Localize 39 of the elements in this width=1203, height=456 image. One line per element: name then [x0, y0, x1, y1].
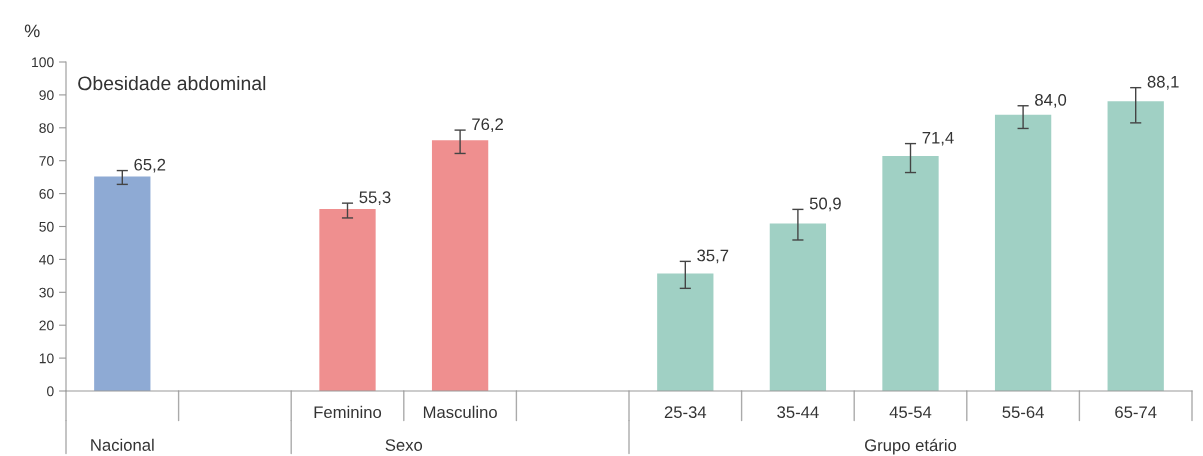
bar: [431, 140, 489, 391]
bar: [1107, 101, 1164, 391]
y-tick-label: 50: [39, 221, 54, 232]
data-label: 76,2: [472, 118, 503, 133]
x-tick-label: Masculino: [423, 405, 497, 419]
x-tick-label: 65-74: [1115, 406, 1157, 419]
y-tick-label: 90: [39, 90, 54, 101]
y-tick-label: 0: [47, 386, 54, 397]
data-label: 35,7: [697, 249, 729, 264]
bar: [319, 209, 376, 391]
x-tick-label: Feminino: [314, 405, 382, 419]
bar: [994, 114, 1052, 391]
bar: [657, 273, 714, 391]
y-axis-title: %: [24, 24, 40, 38]
bar: [882, 156, 939, 391]
text: Sexo: [385, 439, 423, 451]
data-label: 65,2: [134, 158, 166, 173]
data-label: 55,3: [359, 191, 391, 206]
bar: [769, 223, 827, 391]
y-tick-label: 70: [39, 156, 54, 166]
y-tick-label: 60: [39, 188, 54, 199]
text: Grupo etário: [865, 438, 957, 455]
y-tick-label: 100: [32, 57, 54, 68]
text: Obesidade abdominal: [78, 75, 266, 91]
x-tick-label: 55-64: [1002, 406, 1044, 419]
x-tick-label: 35-44: [777, 406, 819, 419]
x-tick-label: 45-54: [889, 406, 932, 419]
y-tick-label: 30: [39, 287, 54, 298]
bar: [94, 176, 151, 391]
data-label: 84,0: [1035, 93, 1067, 108]
data-label: 88,1: [1147, 75, 1179, 90]
y-tick-label: 10: [39, 353, 54, 364]
text: Nacional: [91, 438, 154, 451]
y-tick-label: 80: [39, 123, 54, 133]
data-label: 71,4: [922, 131, 954, 146]
y-tick-label: 40: [39, 254, 54, 265]
y-tick-label: 20: [39, 320, 54, 331]
x-tick-label: 25-34: [664, 406, 707, 419]
data-label: 50,9: [809, 197, 841, 212]
